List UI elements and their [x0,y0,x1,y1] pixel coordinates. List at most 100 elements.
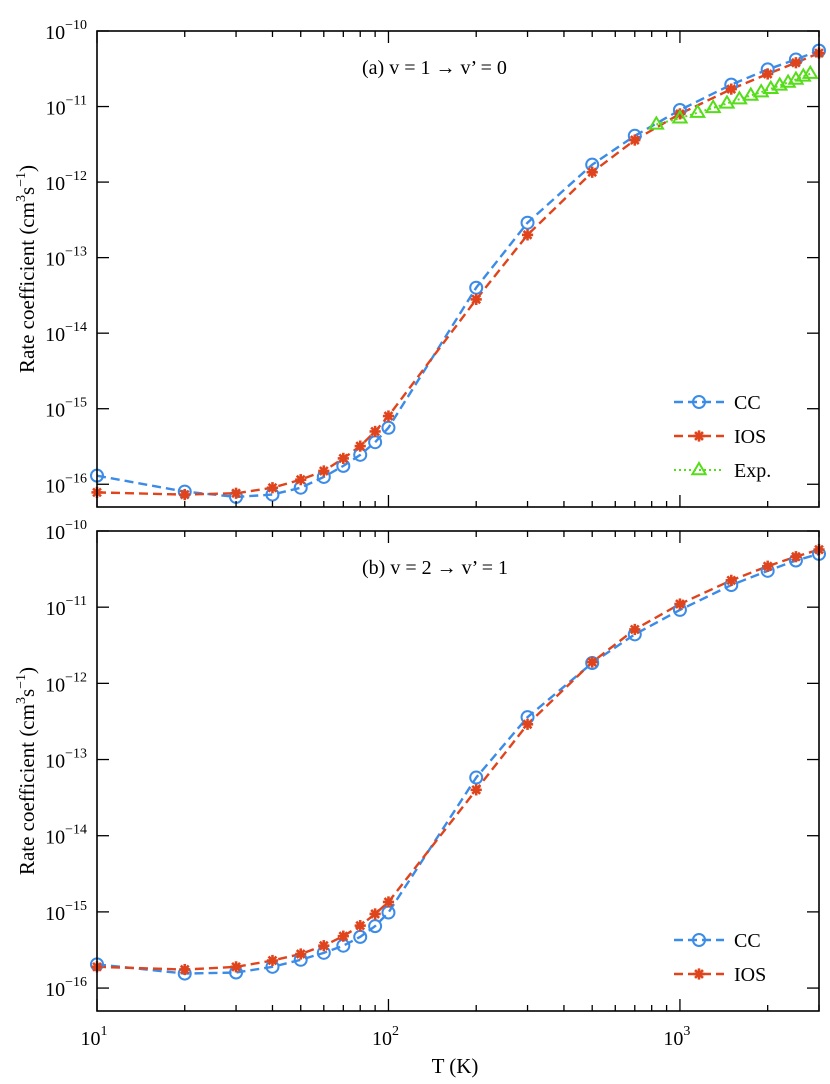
legend-entry-ios: IOS [674,426,766,448]
y-axis-label: Rate coefficient (cm3s−1) [14,165,39,373]
data-point [179,488,191,501]
series-markers-cc [90,546,826,981]
legend-label: IOS [734,426,766,448]
panel-title: (a) v = 1 → v’ = 0 [362,57,507,79]
y-tick-label: 10−14 [45,823,87,849]
data-point [354,440,366,452]
data-point [521,718,534,730]
y-tick-label: 10−10 [45,18,87,44]
series-line-ios [96,51,820,496]
data-point [318,465,330,477]
data-point [469,770,484,785]
y-tick-label: 10−13 [45,747,87,773]
data-point [689,103,707,118]
legend-marker [692,395,706,409]
data-point [742,86,760,101]
series-line-cc [96,552,820,975]
x-tick-label: 101 [81,1024,108,1050]
x-tick-label: 102 [372,1024,399,1050]
legend-label: IOS [734,964,766,986]
data-point [318,940,330,952]
data-point [718,94,736,109]
data-point [368,919,383,934]
y-axis-label: Rate coefficient (cm3s−1) [14,667,39,875]
data-point [230,961,242,973]
data-point [295,948,307,960]
data-point [801,64,819,79]
data-point [629,134,641,146]
legend-entry-cc: CC [674,930,761,952]
data-point [470,784,482,796]
legend-entry-cc: CC [674,392,761,414]
legend-entry-ios: IOS [674,964,766,986]
data-point [790,551,802,563]
data-point [762,68,774,80]
data-point [368,435,383,450]
legend-marker [690,461,708,476]
data-point [382,896,395,908]
legend-marker [692,933,706,947]
data-point [586,166,598,178]
data-point [337,930,349,942]
data-point [520,215,535,230]
plot-frame [96,30,820,508]
x-axis-label: T (K) [432,1054,479,1078]
plot-frame [96,530,820,1012]
y-tick-label: 10−11 [46,94,87,120]
y-tick-label: 10−12 [45,670,87,696]
data-point [586,656,598,668]
data-point [266,954,279,967]
panel-b: 10−16 10−15 10−14 10−13 10−12 10−11 10−10 101 10… [14,518,826,1050]
series-line-cc [96,49,820,499]
data-point [671,109,689,124]
legend-marker [693,430,705,442]
legend-label: CC [734,392,761,414]
y-tick-label: 10−12 [45,169,87,195]
data-point [295,474,307,486]
data-point [266,482,279,494]
data-point [369,425,381,438]
y-tick-label: 10−10 [45,518,87,544]
data-point [731,90,748,105]
data-point [381,420,396,435]
data-point [674,598,686,610]
y-tick-label: 10−16 [45,975,87,1001]
series-markers-cc [90,43,826,504]
y-tick-label: 10−11 [46,594,87,620]
legend-entry-exp: Exp. [674,460,771,482]
x-tick-label: 103 [663,1024,690,1050]
data-point [381,905,396,920]
series-markers-exp [647,64,819,130]
data-point [647,115,665,130]
data-point [521,229,534,241]
y-tick-label: 10−16 [45,471,87,497]
data-point [230,487,242,499]
series-markers-ios [91,47,825,501]
data-point [337,452,349,464]
series-markers-ios [91,543,825,976]
data-point [369,908,381,920]
data-point [790,57,802,69]
data-point [354,920,366,932]
legend-label: Exp. [734,460,771,482]
data-point [470,293,482,305]
y-tick-label: 10−14 [45,320,87,346]
panel-title: (b) v = 2 → v’ = 1 [362,557,508,579]
data-point [725,574,737,586]
panel-a: 10−16 10−15 10−14 10−13 10−12 10−11 10−10 Rate … [14,18,826,508]
data-point [469,280,484,295]
y-tick-label: 10−15 [45,899,87,925]
data-point [382,410,395,422]
axis-ticks [96,30,820,507]
data-point [179,963,191,976]
series-line-ios [96,548,820,971]
y-tick-label: 10−13 [45,245,87,271]
legend-label: CC [734,930,761,952]
axis-ticks [96,530,820,1011]
data-point [762,560,774,572]
y-tick-label: 10−15 [45,396,87,422]
data-point [629,623,641,636]
data-point [794,67,812,82]
legend-marker [693,968,705,980]
